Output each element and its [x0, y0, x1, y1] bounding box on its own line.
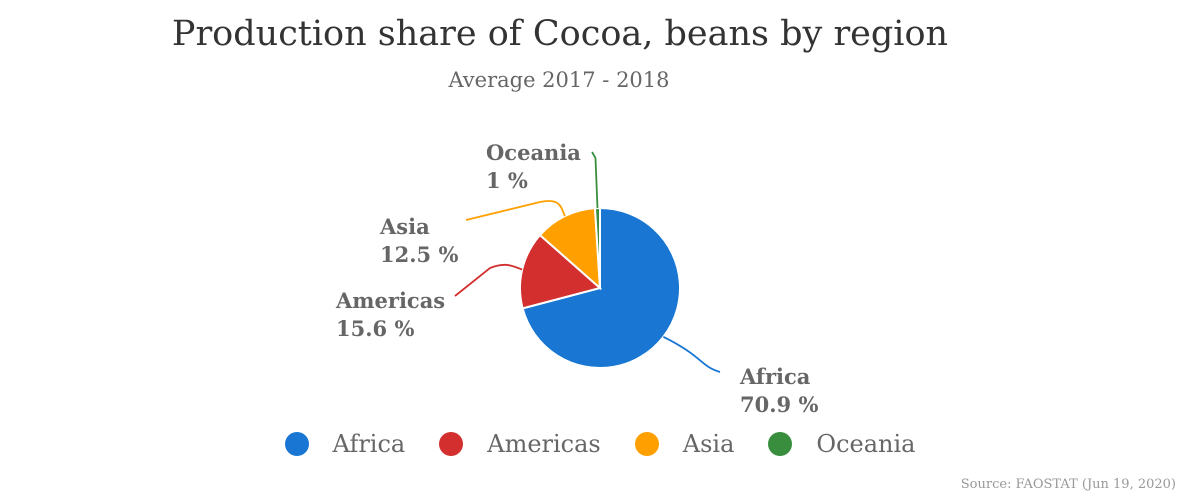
chart-title: Production share of Cocoa, beans by regi…: [171, 14, 949, 54]
slice-labels: Africa 70.9 % Americas 15.6 % Asia 12.5 % Ocea…: [335, 140, 818, 417]
legend-marker-oceania: [768, 432, 793, 456]
legend: Africa Americas Asia Oceania: [0, 430, 1200, 458]
legend-marker-asia: [634, 432, 659, 456]
connector-africa: [662, 336, 721, 373]
slice-label-name-africa: Africa: [739, 364, 811, 389]
legend-marker-americas: [439, 432, 464, 456]
legend-label-americas: Americas: [487, 430, 601, 458]
connector-asia: [465, 200, 566, 221]
legend-item-asia[interactable]: Asia: [634, 430, 735, 458]
legend-label-africa: Africa: [332, 430, 406, 458]
legend-item-oceania[interactable]: Oceania: [768, 430, 915, 458]
slice-label-value-asia: 12.5 %: [380, 242, 458, 267]
pie-slice-asia[interactable]: [538, 207, 602, 291]
slice-label-value-africa: 70.9 %: [740, 392, 818, 417]
slice-label-value-oceania: 1 %: [486, 168, 528, 193]
chart-subtitle: Average 2017 - 2018: [448, 68, 670, 92]
legend-label-oceania: Oceania: [816, 430, 916, 458]
pie-slices: [519, 206, 681, 369]
legend-item-americas[interactable]: Americas: [439, 430, 601, 458]
legend-item-africa[interactable]: Africa: [284, 430, 406, 458]
legend-marker-africa: [284, 432, 309, 456]
slice-label-name-americas: Americas: [335, 288, 445, 313]
slice-label-name-asia: Asia: [379, 214, 430, 239]
pie-slice-americas[interactable]: [519, 233, 603, 310]
source-note: Source: FAOSTAT (Jun 19, 2020): [960, 477, 1176, 492]
label-connectors: [454, 151, 721, 373]
slice-label-value-americas: 15.6 %: [336, 316, 414, 341]
connector-oceania: [591, 151, 599, 209]
connector-americas: [454, 263, 523, 297]
slice-label-name-oceania: Oceania: [486, 140, 581, 165]
pie-slice-oceania[interactable]: [593, 206, 601, 289]
legend-label-asia: Asia: [682, 430, 735, 458]
